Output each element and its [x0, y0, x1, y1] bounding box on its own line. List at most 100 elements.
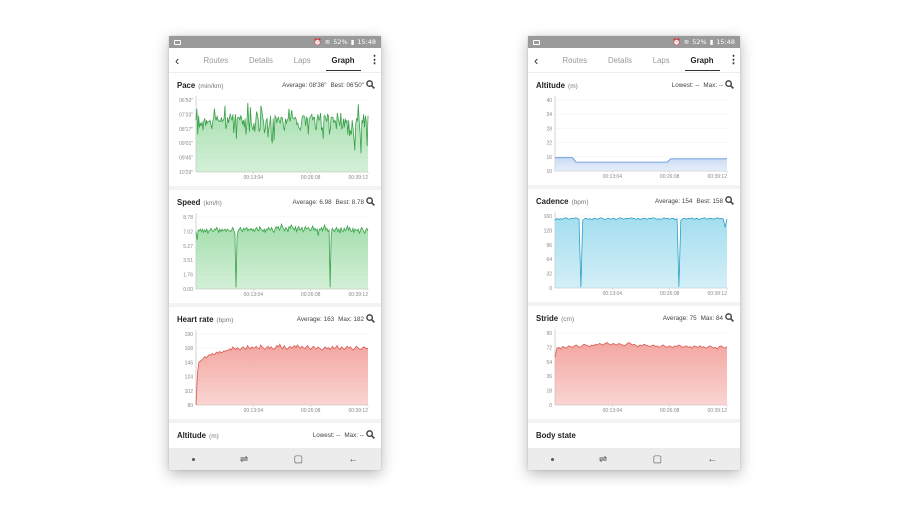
- x-tick-label: 00:13:04: [244, 292, 264, 298]
- android-nav-bar: ⇌ ▢ ←: [528, 448, 740, 470]
- y-tick-label: 32: [546, 272, 552, 278]
- tab-routes[interactable]: Routes: [203, 56, 229, 65]
- speed-card: Speed (km/h) Average: 6.98 Best: 8.78 8.78…: [169, 190, 381, 303]
- y-tick-label: 8.78: [183, 215, 193, 221]
- y-tick-label: 16: [546, 155, 552, 161]
- alarm-icon: ⏰: [313, 38, 322, 46]
- home-icon[interactable]: ▢: [293, 453, 304, 465]
- y-tick-label: 1.76: [183, 273, 193, 279]
- back-arrow-icon[interactable]: ‹: [175, 52, 180, 68]
- y-tick-label: 3.51: [183, 258, 193, 264]
- nav-back-icon[interactable]: ←: [707, 453, 718, 465]
- y-tick-label: 40: [546, 98, 552, 104]
- graph-list[interactable]: Altitude (m) Lowest: -- Max: -- 40 34 28 22 16…: [528, 73, 740, 448]
- pace-area: [196, 102, 368, 172]
- more-options-icon[interactable]: ⋮: [369, 53, 380, 66]
- tab-bar: Routes Details Laps Graph: [193, 49, 365, 71]
- card-title: Stride (cm): [536, 314, 575, 323]
- zoom-icon[interactable]: [366, 197, 375, 206]
- x-tick-label: 00:39:12: [349, 175, 369, 181]
- y-tick-label: 168: [185, 346, 194, 352]
- phone-screen-right: ⏰ ≋ 52% ▮ 15:48 ‹ Routes Details Laps Gr…: [528, 36, 740, 470]
- gallery-notification-icon: [174, 39, 181, 45]
- altitude-series-line: [555, 157, 727, 163]
- nav-back-icon[interactable]: ←: [348, 453, 359, 465]
- android-nav-bar: ⇌ ▢ ←: [169, 448, 381, 470]
- altitude-chart: 40 34 28 22 16 10 00:13:04 00:26:08 00:39:12: [546, 96, 728, 180]
- y-tick-label: 146: [185, 360, 194, 366]
- x-tick-label: 00:39:12: [349, 408, 369, 414]
- zoom-icon[interactable]: [366, 314, 375, 323]
- pace-chart: 06'50" 07'33" 08'17" 09'01" 09'45" 10'29" 00:1…: [179, 96, 369, 181]
- altitude-card: Altitude (m) Lowest: -- Max: -- 40 34 28 22 16…: [528, 73, 740, 185]
- recent-apps-icon[interactable]: ⇌: [239, 453, 249, 465]
- tab-details[interactable]: Details: [608, 56, 632, 65]
- x-tick-label: 00:13:04: [603, 291, 623, 297]
- zoom-icon[interactable]: [366, 430, 375, 439]
- recent-apps-icon[interactable]: ⇌: [598, 453, 608, 465]
- cadence-area: [555, 217, 727, 288]
- nav-dot-icon[interactable]: [191, 457, 195, 461]
- cadence-series-line: [554, 217, 728, 288]
- zoom-icon[interactable]: [725, 196, 734, 205]
- tab-graph[interactable]: Graph: [684, 49, 720, 71]
- card-title: Altitude (m): [177, 431, 219, 440]
- heart-rate-chart: 190 168 146 124 102 80 00:13:04 00:26:08 00:39:1…: [185, 330, 369, 414]
- speed-chart: 8.78 7.02 5.27 3.51 1.76 0.00 00:13:04 00:26:08…: [183, 213, 369, 298]
- cadence-chart: 160 128 96 64 32 0 00:13:04 00:26:08 00:39:12: [544, 212, 728, 297]
- zoom-icon[interactable]: [366, 80, 375, 89]
- x-tick-label: 00:26:08: [660, 408, 680, 414]
- status-bar: ⏰ ≋ 52% ▮ 15:48: [528, 36, 740, 48]
- card-stats: Average: 163 Max: 182: [296, 316, 364, 323]
- y-tick-label: 36: [546, 374, 552, 380]
- x-tick-label: 00:13:04: [244, 408, 264, 414]
- y-tick-label: 0: [549, 403, 552, 409]
- y-tick-label: 22: [546, 141, 552, 147]
- tab-graph[interactable]: Graph: [325, 49, 361, 71]
- app-bar: ‹ Routes Details Laps Graph ⋮: [169, 48, 381, 73]
- y-tick-label: 128: [544, 228, 553, 234]
- stride-card: Stride (cm) Average: 75 Max: 84 90 72 54 36 18…: [528, 306, 740, 419]
- status-bar: ⏰ ≋ 52% ▮ 15:48: [169, 36, 381, 48]
- body-state-card: Body state: [528, 423, 740, 448]
- zoom-icon[interactable]: [725, 80, 734, 89]
- back-arrow-icon[interactable]: ‹: [534, 52, 539, 68]
- wifi-icon: ≋: [324, 38, 331, 46]
- x-tick-label: 00:39:12: [349, 292, 369, 298]
- tab-bar: Routes Details Laps Graph: [552, 49, 724, 71]
- x-tick-label: 00:13:04: [244, 175, 264, 181]
- card-stats: Lowest: -- Max: --: [312, 432, 364, 439]
- y-tick-label: 54: [546, 360, 552, 366]
- card-title: Body state: [536, 431, 576, 440]
- x-tick-label: 00:39:12: [708, 174, 728, 180]
- y-tick-label: 08'17": [179, 127, 193, 133]
- graph-list[interactable]: Pace (min/km) Average: 08'36" Best: 06'50"…: [169, 73, 381, 448]
- tab-laps[interactable]: Laps: [652, 56, 670, 65]
- battery-percent: 52%: [333, 38, 348, 46]
- heart-series-line: [195, 343, 369, 406]
- battery-icon: ▮: [709, 38, 714, 46]
- stride-area: [555, 342, 727, 405]
- home-icon[interactable]: ▢: [652, 453, 663, 465]
- speed-series-line: [195, 222, 369, 288]
- y-tick-label: 102: [185, 389, 194, 395]
- card-title: Heart rate (bpm): [177, 315, 234, 324]
- stride-chart: 90 72 54 36 18 0 00:13:04 00:26:08 00:39:12: [546, 329, 728, 414]
- more-options-icon[interactable]: ⋮: [728, 53, 739, 66]
- card-stats: Average: 154 Best: 158: [655, 198, 723, 205]
- x-tick-label: 00:39:12: [708, 408, 728, 414]
- tab-routes[interactable]: Routes: [562, 56, 588, 65]
- stride-series-line: [554, 342, 728, 358]
- y-tick-label: 0.00: [183, 287, 193, 293]
- zoom-icon[interactable]: [725, 313, 734, 322]
- cadence-card: Cadence (bpm) Average: 154 Best: 158 160 12…: [528, 189, 740, 302]
- x-tick-label: 00:39:12: [708, 291, 728, 297]
- tab-laps[interactable]: Laps: [293, 56, 311, 65]
- nav-dot-icon[interactable]: [550, 457, 554, 461]
- y-tick-label: 190: [185, 332, 194, 338]
- tab-details[interactable]: Details: [249, 56, 273, 65]
- y-tick-label: 5.27: [183, 244, 193, 250]
- y-tick-label: 96: [546, 243, 552, 249]
- clock: 15:48: [716, 38, 735, 46]
- y-tick-label: 28: [546, 126, 552, 132]
